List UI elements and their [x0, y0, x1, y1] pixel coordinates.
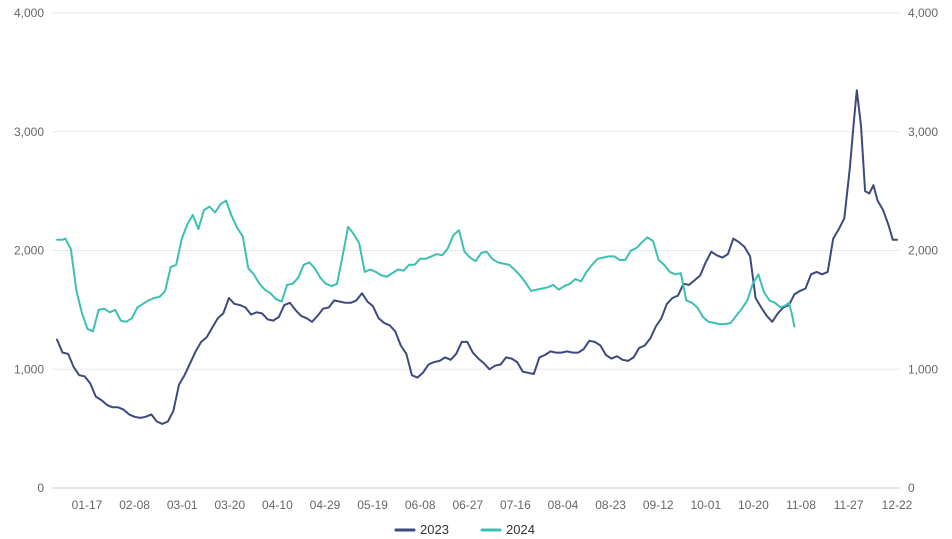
- y-axis-right: 0 1,000 2,000 3,000 4,000: [908, 6, 938, 495]
- x-tick-label: 03-20: [214, 498, 245, 512]
- x-tick-label: 12-22: [882, 498, 913, 512]
- y-tick-label-left: 2,000: [14, 244, 44, 258]
- y-tick-label-right: 4,000: [908, 6, 938, 20]
- y-tick-label-right: 0: [908, 481, 915, 495]
- grid-lines: [52, 12, 900, 489]
- series-line-2024: [56, 199, 796, 333]
- x-tick-label: 11-27: [834, 498, 864, 512]
- y-tick-label-left: 3,000: [14, 125, 44, 139]
- x-tick-label: 06-08: [405, 498, 436, 512]
- x-tick-label: 01-17: [72, 498, 103, 512]
- x-tick-label: 10-20: [738, 498, 769, 512]
- x-tick-label: 07-16: [500, 498, 531, 512]
- x-tick-label: 05-19: [357, 498, 388, 512]
- x-tick-label: 08-23: [595, 498, 626, 512]
- x-tick-label: 02-08: [119, 498, 150, 512]
- y-tick-label-right: 1,000: [908, 362, 938, 376]
- x-tick-label: 09-12: [643, 498, 674, 512]
- legend-label: 2023: [420, 522, 449, 537]
- x-tick-label: 10-01: [690, 498, 721, 512]
- series-lines: [56, 89, 898, 425]
- x-tick-label: 04-29: [310, 498, 341, 512]
- x-axis: 01-17 02-08 03-01 03-20 04-10 04-29 05-19 06-08…: [72, 498, 913, 512]
- y-tick-label-right: 3,000: [908, 125, 938, 139]
- x-tick-label: 03-01: [167, 498, 198, 512]
- y-axis-left: 0 1,000 2,000 3,000 4,000: [14, 6, 44, 495]
- legend-label: 2024: [506, 522, 535, 537]
- legend[interactable]: 2023 2024: [394, 522, 535, 537]
- legend-item-2023[interactable]: 2023: [394, 522, 449, 537]
- y-tick-label-left: 0: [37, 481, 44, 495]
- series-line-2023: [56, 89, 898, 425]
- legend-item-2024[interactable]: 2024: [480, 522, 535, 537]
- x-tick-label: 11-08: [786, 498, 816, 512]
- y-tick-label-left: 4,000: [14, 6, 44, 20]
- y-tick-label-right: 2,000: [908, 244, 938, 258]
- y-tick-label-left: 1,000: [14, 362, 44, 376]
- x-tick-label: 08-04: [548, 498, 579, 512]
- x-tick-label: 06-27: [452, 498, 483, 512]
- x-tick-label: 04-10: [262, 498, 293, 512]
